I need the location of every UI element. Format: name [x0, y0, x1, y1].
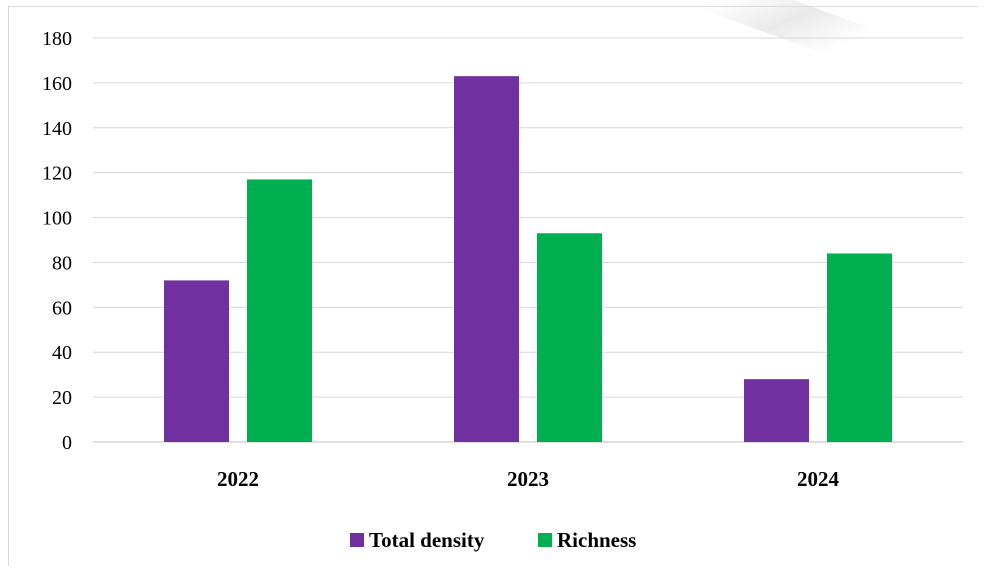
y-tick-label: 0 — [62, 432, 72, 454]
y-axis-ticks: 0 20 40 60 80 100 120 140 160 180 — [42, 28, 72, 454]
x-category-label: 2023 — [507, 467, 549, 491]
legend: Total density Richness — [350, 528, 636, 552]
bar-richness-2024 — [827, 253, 892, 442]
legend-label: Total density — [369, 528, 485, 552]
y-tick-label: 120 — [42, 163, 72, 185]
x-axis-categories: 2022 2023 2024 — [217, 467, 840, 491]
legend-item: Richness — [538, 528, 636, 552]
bar-richness-2022 — [247, 179, 312, 442]
bar-total-density-2022 — [164, 280, 229, 442]
y-tick-label: 100 — [42, 208, 72, 230]
y-tick-label: 160 — [42, 73, 72, 95]
bar-total-density-2024 — [744, 379, 809, 442]
y-tick-label: 140 — [42, 118, 72, 140]
gridlines — [93, 37, 963, 443]
y-tick-label: 40 — [52, 342, 72, 364]
legend-item: Total density — [350, 528, 485, 552]
chart-frame — [8, 6, 978, 566]
y-tick-label: 20 — [52, 387, 72, 409]
bar-richness-2023 — [537, 233, 602, 442]
y-tick-label: 80 — [52, 252, 72, 274]
legend-swatch — [350, 533, 364, 547]
legend-swatch — [538, 533, 552, 547]
x-category-label: 2022 — [217, 467, 259, 491]
x-category-label: 2024 — [797, 467, 840, 491]
y-tick-label: 60 — [52, 297, 72, 319]
bars — [164, 76, 892, 443]
y-tick-label: 180 — [42, 28, 72, 50]
bar-total-density-2023 — [454, 76, 519, 443]
legend-label: Richness — [557, 528, 636, 552]
